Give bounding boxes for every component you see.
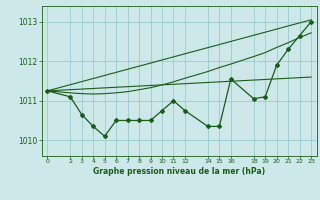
X-axis label: Graphe pression niveau de la mer (hPa): Graphe pression niveau de la mer (hPa) — [93, 167, 265, 176]
